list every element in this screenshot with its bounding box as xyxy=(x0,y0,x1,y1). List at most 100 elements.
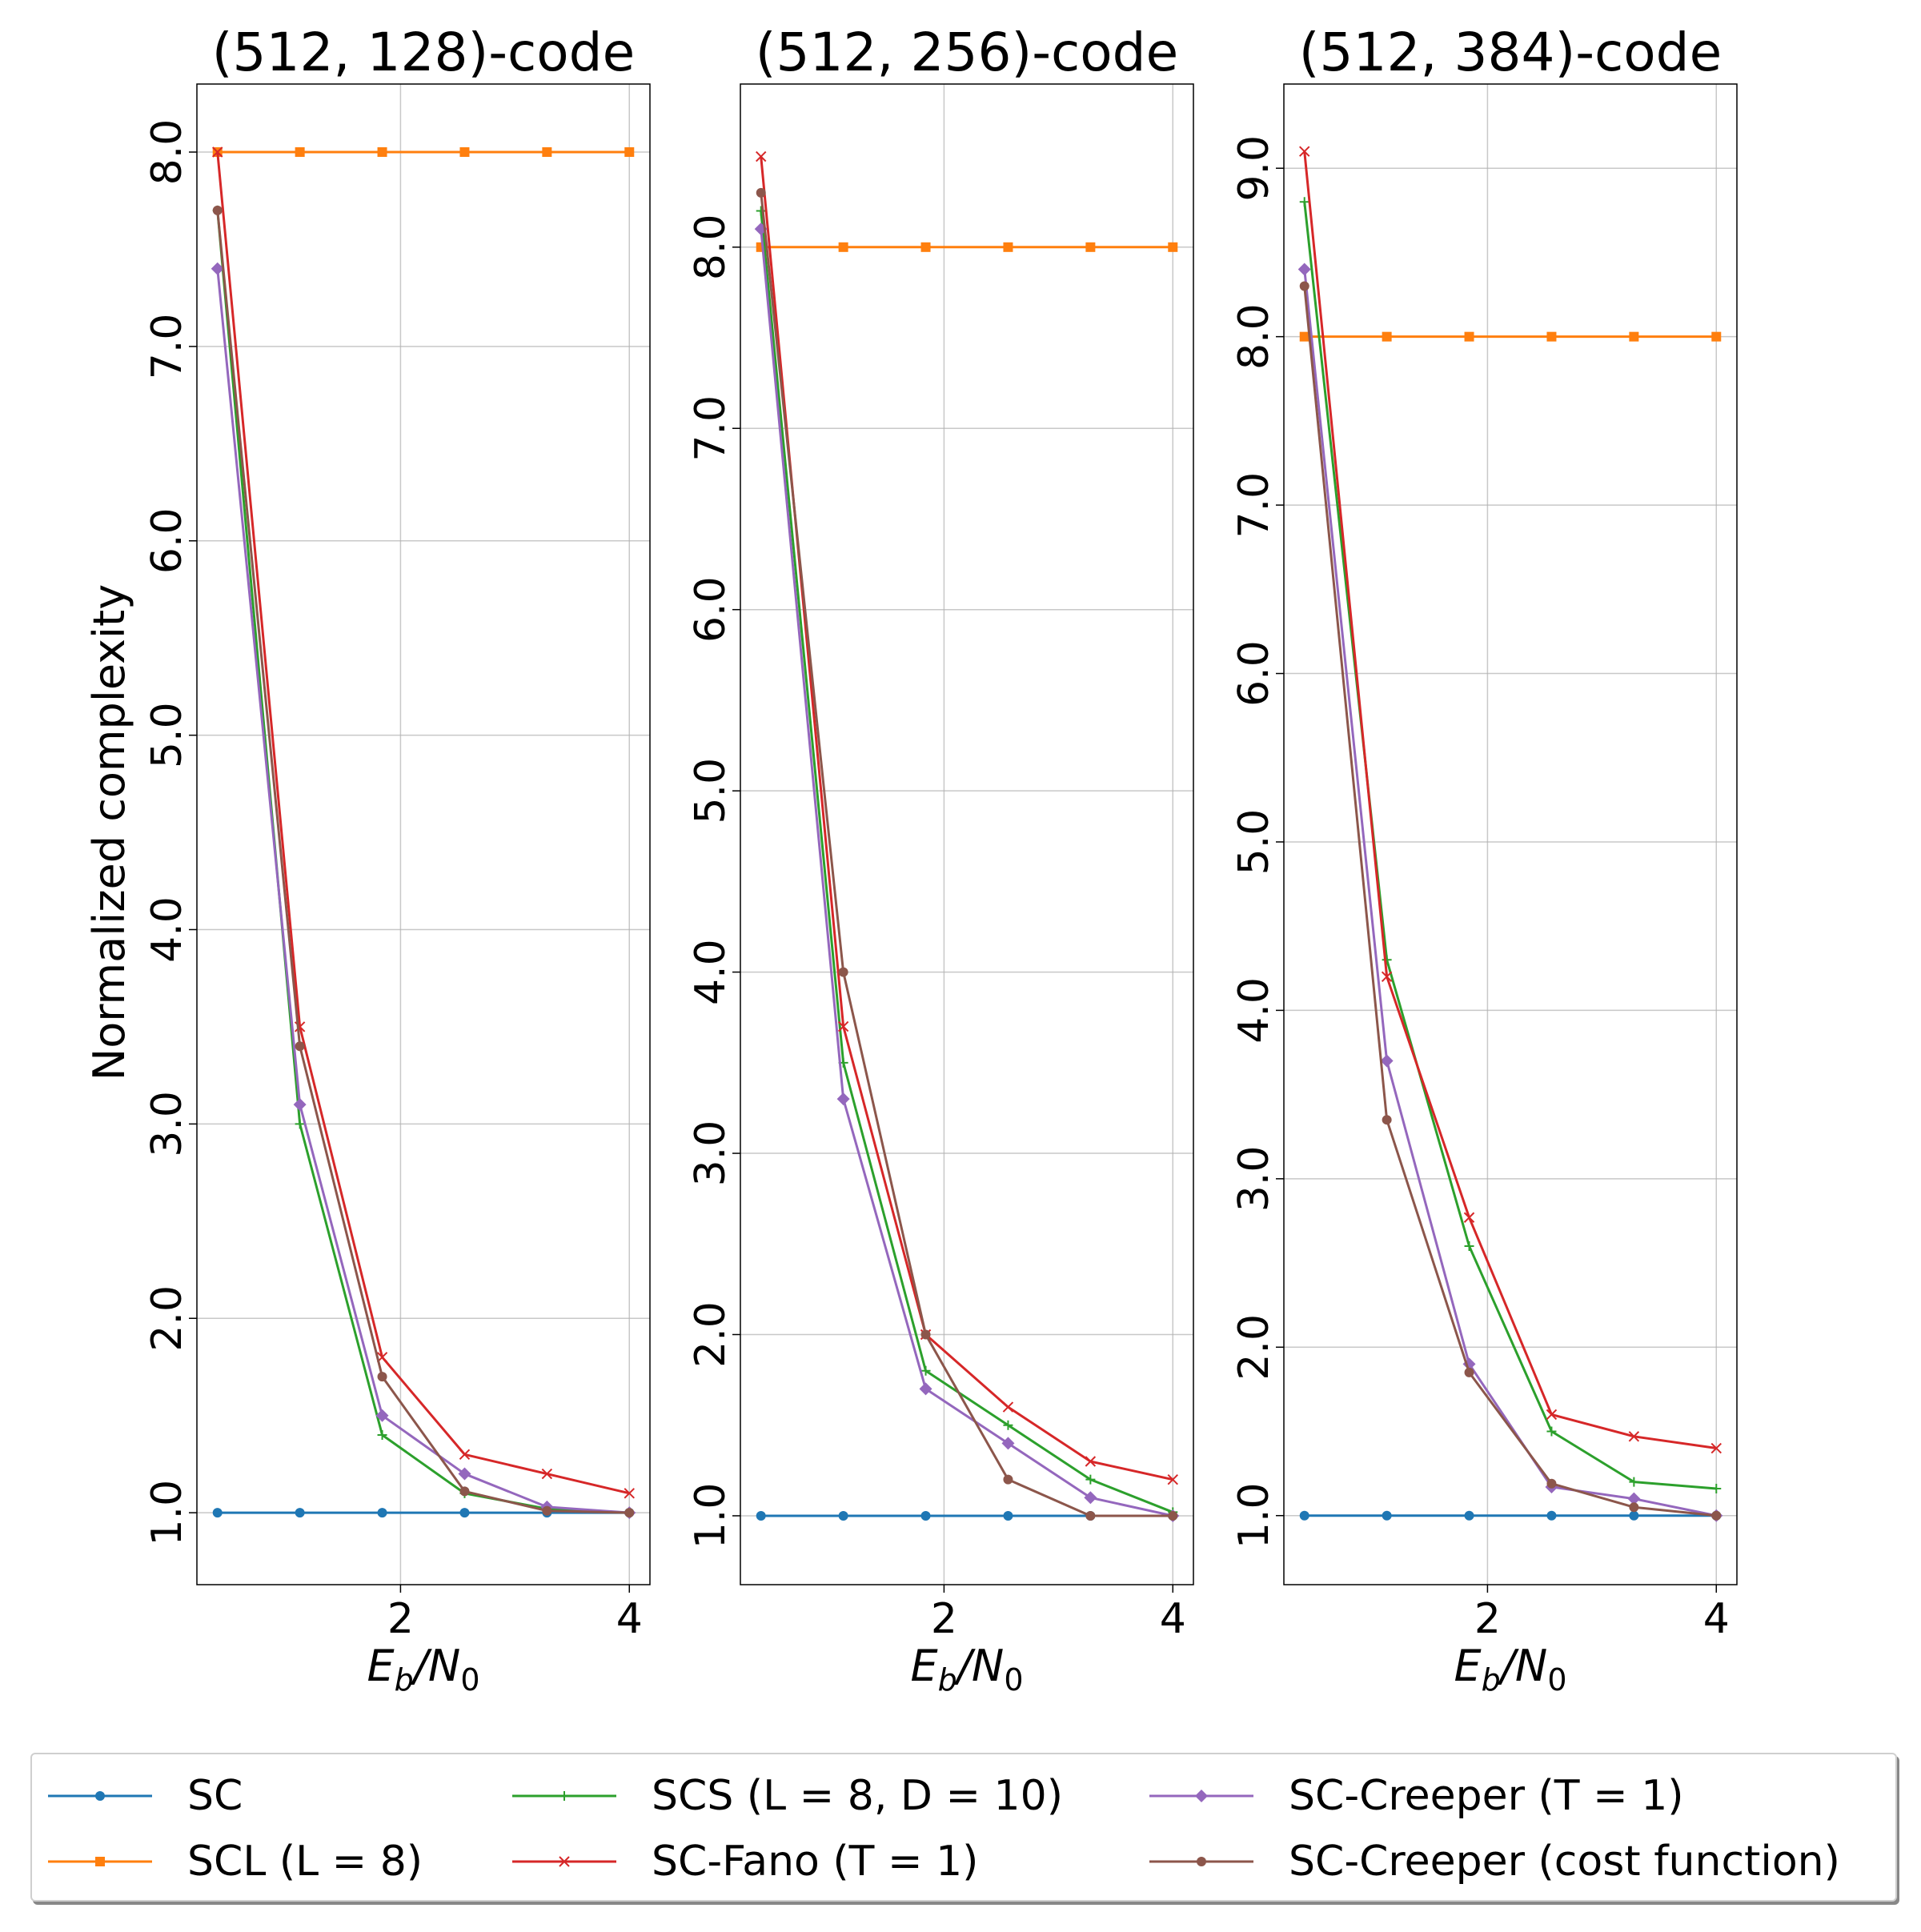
data-point xyxy=(1003,1420,1013,1430)
legend: SC SCL (L = 8) SCS (L = 8, D = 10) SC-Fa… xyxy=(30,1753,1897,1902)
data-point xyxy=(295,147,305,158)
chart-panel-2: 2 4 1.0 2.0 3.0 4.0 5.0 6.0 7.0 8.0 (512, 256)-cod… xyxy=(687,22,1194,1698)
data-point xyxy=(1003,1510,1013,1521)
series-sc-creeper-cost-function xyxy=(1299,281,1722,1521)
panel-title: (512, 384)-code xyxy=(1299,22,1722,83)
x-axis-label: Eb/N0 xyxy=(1454,1641,1566,1698)
legend-sample-sc-creeper xyxy=(1149,1790,1253,1802)
y-tick-label: 4.0 xyxy=(1230,977,1278,1044)
axes-frame xyxy=(1283,83,1738,1585)
y-tick-label: 7.0 xyxy=(143,314,191,380)
legend-label-sc-creeper: SC-Creeper (T = 1) xyxy=(1289,1772,1684,1820)
data-point xyxy=(1629,1510,1639,1521)
series-scs-l-8-d-10 xyxy=(1299,197,1722,1494)
y-tick-label: 2.0 xyxy=(1230,1314,1278,1381)
data-point xyxy=(377,1508,387,1518)
data-point xyxy=(377,1429,387,1440)
data-point xyxy=(1382,331,1392,342)
series-scl-l-8 xyxy=(212,147,635,158)
data-point xyxy=(1627,1492,1641,1505)
data-point xyxy=(1085,1510,1096,1521)
series-scl-l-8 xyxy=(756,242,1178,252)
data-point xyxy=(1710,1442,1722,1454)
data-point xyxy=(459,1449,471,1460)
legend-label-scl: SCL (L = 8) xyxy=(187,1838,423,1886)
data-point xyxy=(920,1365,931,1376)
y-tick-label: 8.0 xyxy=(1230,303,1278,370)
data-point xyxy=(211,262,224,275)
data-point xyxy=(542,147,552,158)
data-point xyxy=(624,1488,635,1499)
legend-item-sc-creeper: SC-Creeper (T = 1) xyxy=(1149,1772,1684,1820)
legend-sample-sc-fano xyxy=(512,1856,616,1867)
legend-item-sc-fano: SC-Fano (T = 1) xyxy=(512,1838,978,1886)
legend-sample-sc-creeper-cost xyxy=(1149,1857,1253,1866)
y-tick-label: 1.0 xyxy=(143,1480,191,1546)
series-line xyxy=(216,268,630,1514)
y-tick-label: 4.0 xyxy=(687,939,735,1005)
data-point xyxy=(920,242,931,252)
data-point xyxy=(459,1508,470,1518)
data-point xyxy=(1546,1409,1558,1421)
series-sc-creeper-t-1 xyxy=(1297,263,1723,1522)
data-point xyxy=(837,1020,849,1032)
series-scl-l-8 xyxy=(1299,331,1722,342)
series-line xyxy=(760,156,1173,1481)
data-point xyxy=(1464,1367,1474,1377)
legend-marker xyxy=(1195,1790,1208,1802)
y-axis-label: Normalized complexity xyxy=(84,584,134,1080)
data-point xyxy=(1299,197,1309,207)
legend-sample-scl xyxy=(48,1857,152,1866)
series-line xyxy=(1303,286,1717,1517)
series-sc-creeper-t-1 xyxy=(211,262,636,1520)
data-point xyxy=(756,206,766,216)
data-point xyxy=(1546,331,1557,342)
panel-title: (512, 256)-code xyxy=(756,22,1178,83)
data-point xyxy=(295,1508,305,1518)
legend-sample-scs xyxy=(512,1791,616,1801)
data-point xyxy=(1299,281,1309,291)
x-tick-label: 2 xyxy=(1474,1595,1501,1643)
y-tick-label: 6.0 xyxy=(687,576,735,643)
data-point xyxy=(838,242,848,252)
series-line xyxy=(216,210,630,1514)
chart-panel-3: 2 4 1.0 2.0 3.0 4.0 5.0 6.0 7.0 8.0 9.0 (512, 384)-… xyxy=(1230,22,1738,1698)
series-line xyxy=(760,192,1173,1517)
data-point xyxy=(375,1409,389,1422)
data-point xyxy=(295,1041,305,1052)
axes-frame xyxy=(740,83,1194,1585)
data-point xyxy=(624,1508,635,1518)
y-tick-label: 1.0 xyxy=(687,1483,735,1549)
y-tick-label: 4.0 xyxy=(143,896,191,963)
data-point xyxy=(836,1092,850,1106)
legend-label-sc: SC xyxy=(187,1772,243,1820)
legend-marker xyxy=(95,1857,105,1866)
y-tick-label: 5.0 xyxy=(1230,809,1278,876)
legend-marker xyxy=(1197,1857,1206,1866)
data-point xyxy=(212,205,223,215)
data-point xyxy=(1299,146,1310,157)
x-tick-label: 2 xyxy=(387,1595,414,1643)
series-sc-fano-t-1 xyxy=(212,146,635,1499)
series-sc-fano-t-1 xyxy=(1299,146,1722,1454)
data-point xyxy=(838,967,848,977)
data-point xyxy=(1711,1510,1722,1521)
series-line xyxy=(216,210,630,1514)
y-tick-label: 9.0 xyxy=(1230,135,1278,202)
data-point xyxy=(1167,1473,1178,1485)
data-point xyxy=(377,1372,387,1382)
data-point xyxy=(1546,1478,1557,1489)
data-point xyxy=(541,1468,553,1480)
legend-marker xyxy=(95,1791,105,1801)
data-point xyxy=(1546,1510,1557,1521)
data-point xyxy=(1711,1484,1722,1494)
legend-label-scs: SCS (L = 8, D = 10) xyxy=(652,1772,1064,1820)
y-tick-label: 6.0 xyxy=(143,507,191,574)
series-line xyxy=(1303,151,1717,1450)
data-point xyxy=(920,1329,931,1340)
y-tick-label: 8.0 xyxy=(687,214,735,280)
data-point xyxy=(1464,1510,1474,1521)
legend-item-sc: SC xyxy=(48,1772,243,1820)
x-tick-label: 4 xyxy=(1160,1595,1186,1643)
